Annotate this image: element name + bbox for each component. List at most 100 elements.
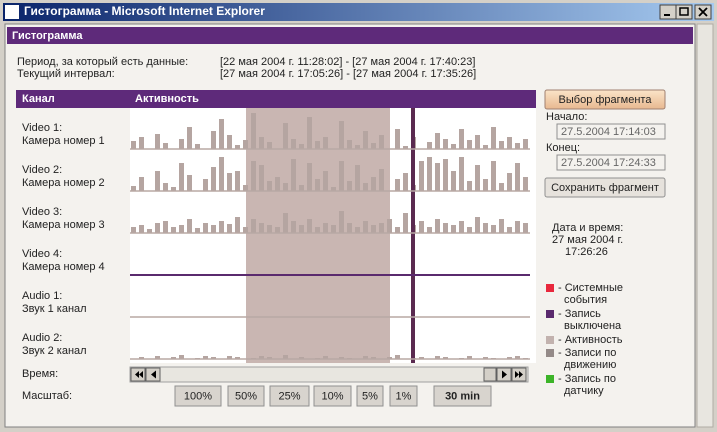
activity-bar	[331, 225, 336, 233]
channel-desc: Звук 2 канал	[22, 345, 87, 357]
scale-button-label[interactable]: 25%	[278, 390, 300, 402]
start-input[interactable]	[556, 123, 666, 140]
activity-bar	[371, 357, 376, 359]
activity-bar	[443, 159, 448, 191]
end-label: Конец:	[546, 142, 580, 154]
activity-bar	[387, 219, 392, 233]
activity-bar	[259, 137, 264, 149]
activity-bar	[395, 129, 400, 149]
activity-bar	[251, 219, 256, 233]
activity-bar	[467, 227, 472, 233]
save-button-label[interactable]: Сохранить фрагмент	[551, 182, 659, 194]
end-value[interactable]: 27.5.2004 17:24:33	[561, 157, 656, 169]
activity-bar	[259, 223, 264, 233]
activity-bar	[427, 157, 432, 191]
column-header: Активность	[135, 93, 199, 105]
activity-bar	[195, 144, 200, 149]
scale-button-label[interactable]: 10%	[321, 390, 343, 402]
channel-name: Video 1:	[22, 122, 62, 134]
period-value: [22 мая 2004 г. 11:28:02] - [27 мая 2004…	[220, 56, 475, 68]
scale-button-label[interactable]: 100%	[184, 390, 212, 402]
activity-bar	[467, 356, 472, 359]
channel-name: Audio 1:	[22, 290, 62, 302]
minimize-button[interactable]	[659, 4, 677, 20]
arrow-glyph	[502, 370, 507, 379]
scale-button-label[interactable]: 30 min	[445, 390, 480, 402]
scale-button[interactable]	[269, 385, 310, 407]
scale-button-label[interactable]: 50%	[235, 390, 257, 402]
activity-bar	[267, 225, 272, 233]
activity-bar	[251, 113, 256, 149]
activity-bar	[339, 161, 344, 191]
fragment-button-label[interactable]: Выбор фрагмента	[559, 94, 653, 106]
activity-bar	[363, 221, 368, 233]
channel-desc: Камера номер 2	[22, 177, 105, 189]
activity-bar	[139, 177, 144, 191]
activity-bar	[219, 157, 224, 191]
scale-button-label[interactable]: 1%	[396, 390, 412, 402]
scale-button-label[interactable]: 5%	[362, 390, 378, 402]
scale-button[interactable]	[313, 385, 352, 407]
activity-bar	[483, 179, 488, 191]
legend-swatch	[546, 310, 554, 318]
save-button[interactable]	[544, 177, 666, 198]
scroll-thumb[interactable]	[483, 367, 497, 382]
scrollbar-track[interactable]	[129, 366, 529, 383]
activity-bar	[355, 227, 360, 233]
activity-bar	[435, 133, 440, 149]
maximize-button[interactable]	[675, 4, 693, 20]
activity-bar	[371, 143, 376, 149]
activity-bar	[339, 357, 344, 359]
activity-bar	[475, 135, 480, 149]
activity-bar	[347, 181, 352, 191]
activity-bar	[283, 213, 288, 233]
activity-bar	[315, 141, 320, 149]
selection-range[interactable]	[246, 108, 390, 363]
legend-label: - Запись по	[558, 373, 616, 385]
window-title: Гистограмма - Microsoft Internet Explore…	[24, 4, 265, 18]
legend-swatch	[546, 336, 554, 344]
activity-bar	[235, 145, 240, 149]
activity-bar	[219, 221, 224, 233]
activity-bar	[139, 225, 144, 233]
activity-bar	[451, 171, 456, 191]
activity-bar	[299, 225, 304, 233]
panel-title: Гистограмма	[12, 30, 83, 42]
activity-bar	[195, 228, 200, 233]
activity-bar	[155, 134, 160, 149]
activity-bar	[291, 159, 296, 191]
scale-button[interactable]	[227, 385, 265, 407]
legend-label: движению	[564, 359, 616, 371]
scale-button[interactable]	[389, 385, 418, 407]
activity-bar	[491, 127, 496, 149]
start-value[interactable]: 27.5.2004 17:14:03	[561, 126, 656, 138]
arrow-glyph	[135, 371, 143, 378]
activity-bar	[371, 225, 376, 233]
end-input[interactable]	[556, 154, 666, 171]
activity-bar	[355, 165, 360, 191]
channel-name: Video 2:	[22, 164, 62, 176]
activity-bar	[435, 219, 440, 233]
fragment-button[interactable]	[544, 89, 666, 110]
scale-button[interactable]	[174, 385, 222, 407]
legend-label: - Системные	[558, 282, 623, 294]
legend-label: - Активность	[558, 334, 623, 346]
time-cursor[interactable]	[411, 108, 415, 363]
time-scrollbar[interactable]	[129, 366, 529, 383]
activity-bar	[291, 139, 296, 149]
activity-bar	[235, 217, 240, 233]
window-controls[interactable]	[659, 4, 712, 20]
activity-bar	[395, 227, 400, 233]
activity-bar	[499, 141, 504, 149]
scale-button[interactable]	[356, 385, 384, 407]
channel-name: Audio 2:	[22, 332, 62, 344]
activity-bar	[251, 161, 256, 191]
scale-button[interactable]	[433, 385, 492, 407]
app-icon	[5, 5, 19, 19]
vertical-scrollbar[interactable]	[696, 23, 714, 428]
activity-bar	[507, 227, 512, 233]
activity-bar	[203, 356, 208, 359]
activity-bar	[155, 171, 160, 191]
legend-label: - Записи по	[558, 347, 616, 359]
activity-bar	[227, 135, 232, 149]
